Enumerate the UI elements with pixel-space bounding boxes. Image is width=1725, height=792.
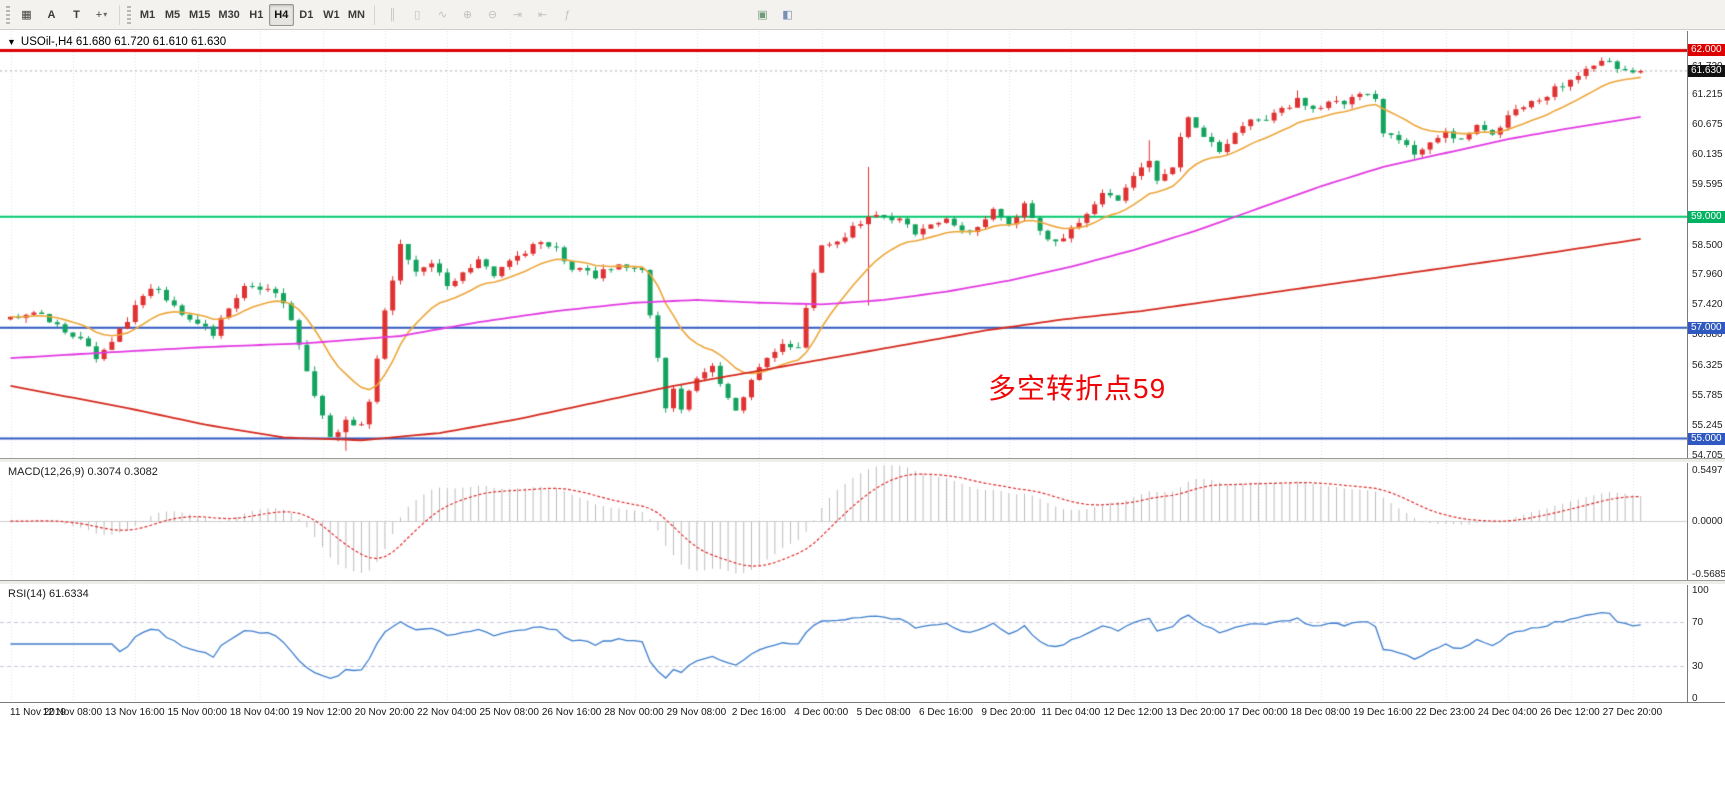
timeframe-mn-button[interactable]: MN — [347, 8, 365, 21]
toolbar-separator — [373, 4, 375, 25]
rsi-axis-label: 30 — [1692, 660, 1704, 672]
macd-axis-label: 0.5497 — [1692, 465, 1723, 476]
price-level-label: 57.000 — [1688, 321, 1725, 334]
price-tick: 56.880 — [1692, 329, 1723, 341]
timeframe-m30-button[interactable]: M30 — [218, 8, 240, 21]
quick-trade-expander[interactable]: ▼ — [7, 37, 16, 47]
panel-divider[interactable] — [0, 458, 1725, 463]
price-chart-canvas[interactable] — [0, 31, 1687, 458]
rsi-axis-label: 70 — [1692, 617, 1704, 629]
time-label: 18 Nov 04:00 — [229, 707, 290, 718]
chart-grid-icon[interactable]: ▦ — [21, 9, 32, 21]
time-label: 20 Nov 20:00 — [354, 707, 415, 718]
price-tick: 56.325 — [1692, 360, 1723, 372]
price-tick: 59.595 — [1692, 178, 1723, 190]
time-label: 19 Nov 12:00 — [292, 707, 352, 718]
price-tick: 61.215 — [1692, 88, 1723, 100]
time-label: 18 Dec 08:00 — [1290, 707, 1351, 718]
price-chart-panel: ▼ USOil-,H4 61.680 61.720 61.610 61.630 多… — [0, 31, 1687, 458]
time-label: 2 Dec 16:00 — [731, 707, 786, 718]
time-label: 6 Dec 16:00 — [919, 707, 973, 718]
time-label: 25 Nov 08:00 — [479, 707, 539, 718]
macd-canvas[interactable] — [0, 463, 1687, 580]
template-icon[interactable]: ▣ — [757, 9, 768, 21]
time-label: 22 Dec 23:00 — [1415, 707, 1475, 718]
timeframe-m15-button[interactable]: M15 — [189, 8, 211, 21]
time-label: 13 Dec 20:00 — [1165, 707, 1226, 718]
price-level-label: 55.000 — [1688, 432, 1725, 445]
price-tick: 58.500 — [1692, 239, 1723, 251]
time-label: 9 Dec 20:00 — [981, 707, 1036, 718]
rsi-axis-label: 0 — [1692, 693, 1698, 704]
macd-label: MACD(12,26,9) 0.3074 0.3082 — [8, 466, 158, 478]
profile-icon[interactable]: ◧ — [782, 9, 793, 21]
macd-axis-label: -0.5685 — [1692, 569, 1725, 580]
toolbar-separator — [119, 4, 120, 25]
price-tick: 55.785 — [1692, 390, 1723, 402]
rsi-panel: RSI(14) 61.6334 — [0, 585, 1687, 702]
macd-axis-label: 0.0000 — [1692, 516, 1723, 528]
time-label: 19 Dec 16:00 — [1353, 707, 1413, 718]
time-label: 15 Nov 00:00 — [167, 707, 227, 718]
price-level-label: 59.000 — [1688, 210, 1725, 223]
timeframe-h1-button[interactable]: H1 — [249, 8, 264, 21]
timeframe-m5-button[interactable]: M5 — [164, 8, 181, 21]
time-label: 11 Dec 04:00 — [1041, 707, 1101, 718]
price-level-label: 62.000 — [1688, 44, 1725, 57]
time-label: 12 Nov 08:00 — [42, 707, 103, 718]
line-chart-icon[interactable]: ∿ — [437, 9, 448, 21]
toolbar-drag-handle[interactable] — [6, 5, 10, 24]
zoom-in-icon[interactable]: ⊕ — [462, 9, 473, 21]
price-level-label: 61.630 — [1688, 64, 1725, 77]
time-label: 22 Nov 04:00 — [417, 707, 477, 718]
toolbar-drag-handle[interactable] — [127, 5, 131, 24]
price-tick: 57.420 — [1692, 299, 1723, 311]
time-axis[interactable]: 11 Nov 2019 12 Nov 08:00 13 Nov 16:00 15 No… — [0, 702, 1725, 724]
price-tick: 60.135 — [1692, 148, 1723, 160]
time-label: 11 Nov 2019 — [10, 707, 66, 718]
chart-shift-icon[interactable]: ⇤ — [537, 9, 548, 21]
candlestick-icon[interactable]: ▯ — [414, 9, 421, 21]
timeframe-m1-button[interactable]: M1 — [139, 8, 156, 21]
price-tick: 55.245 — [1692, 420, 1723, 431]
price-tick: 60.675 — [1692, 118, 1723, 130]
price-tick: 54.705 — [1692, 449, 1723, 461]
line-studies-tool[interactable]: + ▾ — [89, 4, 114, 26]
bar-chart-icon[interactable]: ║ — [388, 8, 397, 21]
chart-text-annotation[interactable]: 多空转折点59 — [988, 373, 1167, 404]
toolbar: ▦ A T + ▾ M1 M5 M15 M30 H1 H4 D1 W1 MN ║… — [0, 0, 1725, 30]
time-label: 27 Dec 20:00 — [1602, 707, 1663, 718]
timeframe-w1-button[interactable]: W1 — [323, 8, 340, 21]
panel-divider[interactable] — [0, 580, 1725, 585]
symbol-info: ▼ USOil-,H4 61.680 61.720 61.610 61.630 — [7, 36, 226, 48]
chevron-down-icon: ▾ — [103, 10, 108, 19]
time-label: 12 Dec 12:00 — [1103, 707, 1163, 718]
auto-scroll-icon[interactable]: ⇥ — [512, 9, 523, 21]
text-annotation-tool[interactable]: A — [47, 8, 56, 21]
zoom-out-icon[interactable]: ⊖ — [487, 9, 498, 21]
time-label: 26 Nov 16:00 — [541, 707, 602, 718]
text-tool[interactable]: T — [73, 8, 80, 21]
timeframe-h4-button[interactable]: H4 — [268, 3, 294, 26]
time-label: 13 Nov 16:00 — [105, 707, 165, 718]
timeframe-d1-button[interactable]: D1 — [299, 8, 314, 21]
symbol-period-label: USOil-,H4 — [20, 36, 73, 48]
ohlc-values: 61.680 61.720 61.610 61.630 — [75, 36, 227, 48]
macd-panel: MACD(12,26,9) 0.3074 0.3082 — [0, 463, 1687, 580]
time-label: 4 Dec 00:00 — [794, 707, 849, 718]
time-label: 29 Nov 08:00 — [666, 707, 727, 718]
price-tick: 57.960 — [1692, 269, 1723, 281]
rsi-label: RSI(14) 61.6334 — [8, 588, 89, 600]
time-label: 28 Nov 00:00 — [604, 707, 664, 718]
plus-icon: + — [95, 8, 103, 21]
time-label: 17 Dec 00:00 — [1228, 707, 1288, 718]
indicators-icon[interactable]: ƒ — [564, 8, 571, 21]
time-label: 5 Dec 08:00 — [856, 707, 911, 718]
rsi-canvas[interactable] — [0, 585, 1687, 702]
price-axis[interactable]: 61.72061.21560.67560.13559.59558.50057.9… — [1687, 31, 1725, 704]
rsi-axis-label: 100 — [1692, 585, 1709, 596]
time-label: 26 Dec 12:00 — [1540, 707, 1600, 718]
time-label: 24 Dec 04:00 — [1477, 707, 1538, 718]
